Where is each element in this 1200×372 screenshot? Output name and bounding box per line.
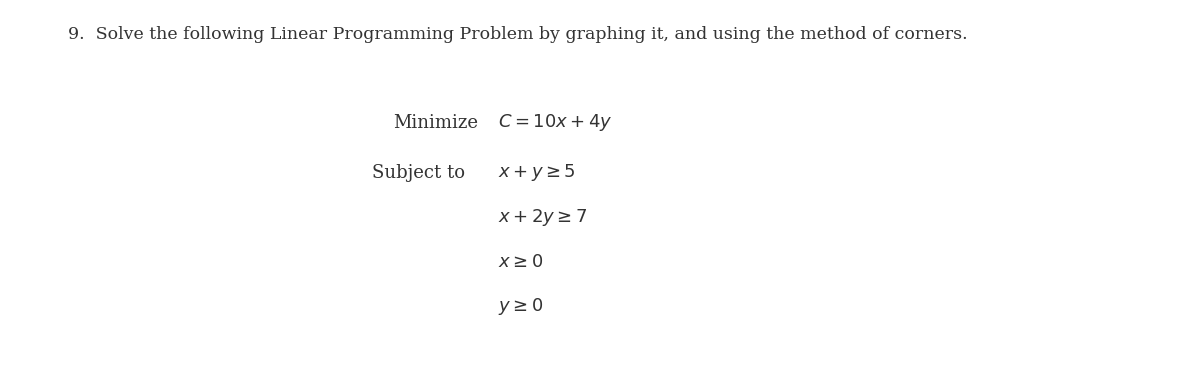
Text: $x + 2y \geq 7$: $x + 2y \geq 7$ (498, 207, 588, 228)
Text: $x + y \geq 5$: $x + y \geq 5$ (498, 163, 576, 183)
Text: $x \geq 0$: $x \geq 0$ (498, 253, 544, 271)
Text: $y \geq 0$: $y \geq 0$ (498, 296, 544, 317)
Text: $C = 10x + 4y$: $C = 10x + 4y$ (498, 112, 613, 133)
Text: Minimize: Minimize (394, 114, 479, 132)
Text: Subject to: Subject to (372, 164, 466, 182)
Text: 9.  Solve the following Linear Programming Problem by graphing it, and using the: 9. Solve the following Linear Programmin… (68, 26, 968, 43)
